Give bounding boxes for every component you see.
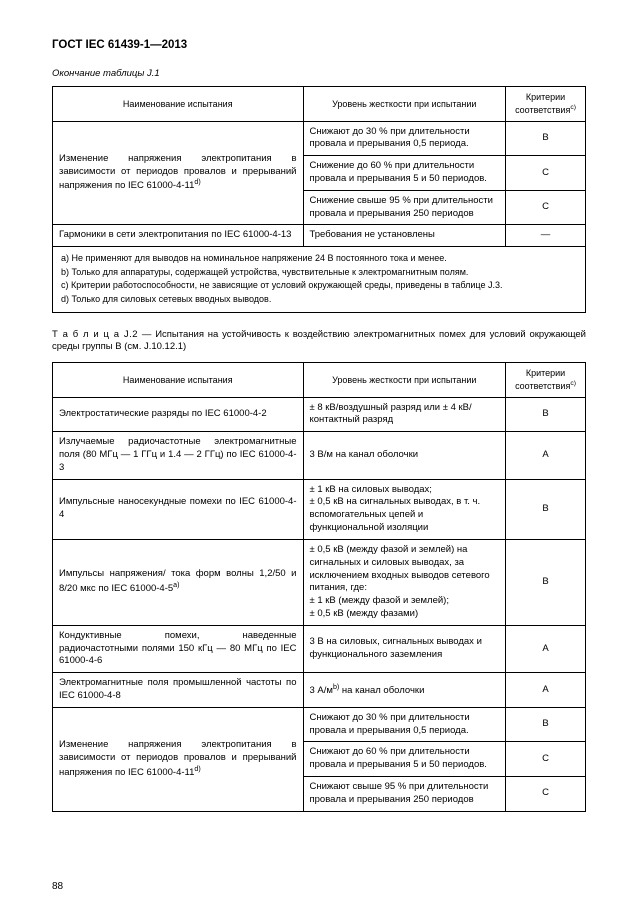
cell-level: ± 0,5 кВ (между фазой и землей) на сигна… (303, 539, 506, 625)
table-row: Гармоники в сети электропитания по IEC 6… (53, 225, 586, 247)
cell-name: Изменение напряжения электропитания в за… (53, 121, 304, 225)
cell-level: Снижают до 60 % при длительности провала… (303, 742, 506, 777)
cell-crit: — (506, 225, 586, 247)
cell-name: Электростатические разряды по IEC 61000-… (53, 397, 304, 432)
cell-crit: A (506, 673, 586, 708)
footnote-b: b) Только для аппаратуры, содержащей уст… (61, 266, 577, 279)
cell-level: Снижение до 60 % при длительности провал… (303, 156, 506, 191)
table-j2-caption: Т а б л и ц а J.2 — Испытания на устойчи… (52, 329, 586, 355)
cell-crit: B (506, 539, 586, 625)
cell-crit: B (506, 397, 586, 432)
footnote-a: a) Не применяют для выводов на номинальн… (61, 252, 577, 265)
cell-crit: C (506, 190, 586, 225)
table-j2: Наименование испытания Уровень жесткости… (52, 362, 586, 811)
cell-name: Импульсные наносекундные помехи по IEC 6… (53, 479, 304, 539)
cell-crit: C (506, 777, 586, 812)
cell-level: Снижают свыше 95 % при длительности пров… (303, 777, 506, 812)
th-name: Наименование испытания (53, 363, 304, 397)
table-row: Изменение напряжения электропитания в за… (53, 707, 586, 742)
table-row: Электромагнитные поля промышленной часто… (53, 673, 586, 708)
cell-name: Электромагнитные поля промышленной часто… (53, 673, 304, 708)
cell-level: ± 8 кВ/воздушный разряд или ± 4 кВ/конта… (303, 397, 506, 432)
th-name: Наименование испытания (53, 87, 304, 121)
cell-level: 3 А/мb) на канал оболочки (303, 673, 506, 708)
table-j1-continuation: Окончание таблицы J.1 (52, 68, 586, 81)
cell-name: Гармоники в сети электропитания по IEC 6… (53, 225, 304, 247)
table-row: Импульсные наносекундные помехи по IEC 6… (53, 479, 586, 539)
table-j1: Наименование испытания Уровень жесткости… (52, 86, 586, 247)
th-level: Уровень жесткости при испытании (303, 87, 506, 121)
caption-label: Т а б л и ц а J.2 (52, 329, 138, 340)
table-row: Электростатические разряды по IEC 61000-… (53, 397, 586, 432)
cell-crit: B (506, 479, 586, 539)
th-criteria: Критерии соответствияc) (506, 87, 586, 121)
cell-name: Кондуктивные помехи, наведенные радиочас… (53, 625, 304, 672)
table-row: Кондуктивные помехи, наведенные радиочас… (53, 625, 586, 672)
cell-name: Импульсы напряжения/ тока форм волны 1,2… (53, 539, 304, 625)
cell-name: Излучаемые радиочастотные электромагнитн… (53, 432, 304, 479)
table-j1-footnotes: a) Не применяют для выводов на номинальн… (52, 247, 586, 312)
cell-level: Снижают до 30 % при длительности провала… (303, 121, 506, 156)
cell-crit: C (506, 742, 586, 777)
cell-crit: A (506, 625, 586, 672)
footnote-c: c) Критерии работоспособности, не завися… (61, 279, 577, 292)
table-row: Наименование испытания Уровень жесткости… (53, 87, 586, 121)
footnote-d: d) Только для силовых сетевых вводных вы… (61, 293, 577, 306)
th-criteria: Критерии соответствияc) (506, 363, 586, 397)
cell-level: Снижение свыше 95 % при длительности про… (303, 190, 506, 225)
cell-level: Снижают до 30 % при длительности провала… (303, 707, 506, 742)
cell-level: 3 В/м на канал оболочки (303, 432, 506, 479)
table-row: Излучаемые радиочастотные электромагнитн… (53, 432, 586, 479)
cell-crit: A (506, 432, 586, 479)
cell-level: Требования не установлены (303, 225, 506, 247)
table-row: Импульсы напряжения/ тока форм волны 1,2… (53, 539, 586, 625)
cell-crit: B (506, 121, 586, 156)
cell-level: ± 1 кВ на силовых выводах; ± 0,5 кВ на с… (303, 479, 506, 539)
page-number: 88 (52, 880, 63, 894)
table-row: Изменение напряжения электропитания в за… (53, 121, 586, 156)
cell-crit: C (506, 156, 586, 191)
th-level: Уровень жесткости при испытании (303, 363, 506, 397)
cell-name: Изменение напряжения электропитания в за… (53, 707, 304, 811)
page: ГОСТ IEC 61439-1—2013 Окончание таблицы … (0, 0, 630, 913)
document-header: ГОСТ IEC 61439-1—2013 (52, 38, 586, 54)
cell-crit: B (506, 707, 586, 742)
table-row: Наименование испытания Уровень жесткости… (53, 363, 586, 397)
cell-level: 3 В на силовых, сигнальных выводах и фун… (303, 625, 506, 672)
